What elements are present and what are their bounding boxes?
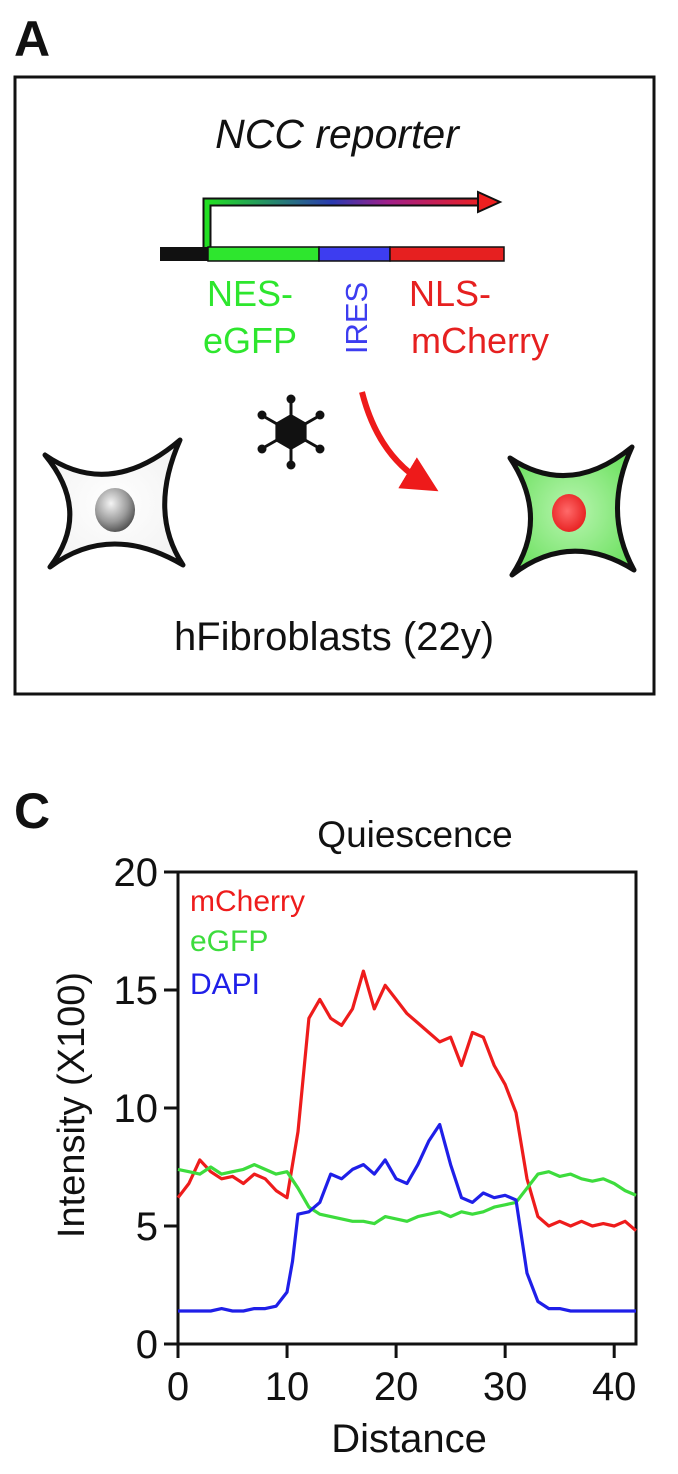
x-tick-label: 20 (374, 1365, 419, 1409)
panel-a-letter: A (14, 11, 50, 67)
legend-egfp: eGFP (190, 925, 268, 958)
transduction-arrow (359, 391, 439, 492)
y-tick-label: 5 (136, 1205, 158, 1249)
x-tick-label: 10 (265, 1365, 310, 1409)
legend-mcherry: mCherry (190, 885, 305, 918)
panel-c: C Quiescence 0 10 20 30 40 0 5 10 15 20 Intensity… (14, 783, 638, 1461)
legend-dapi: DAPI (190, 968, 260, 1001)
y-tick-label: 15 (114, 969, 159, 1013)
y-tick-label: 20 (114, 851, 159, 895)
virus-icon (257, 394, 325, 470)
cell-untransduced-icon (42, 437, 186, 570)
panel-a-frame (13, 75, 656, 696)
label-nls-line1: NLS- (409, 273, 491, 314)
reporter-title: NCC reporter (215, 111, 461, 157)
series-line-mcherry (176, 969, 638, 1232)
plot-area: 0 10 20 30 40 0 5 10 15 20 (114, 851, 638, 1409)
y-tick-label: 0 (136, 1323, 158, 1367)
panel-a: A NCC reporter NES- eGFP IRES NLS- mCher… (13, 11, 656, 696)
cell-reporter-icon (507, 444, 637, 578)
y-tick-label: 10 (114, 1087, 159, 1131)
label-nls-line2: mCherry (411, 320, 549, 361)
label-ires: IRES (339, 282, 374, 354)
x-axis-label: Distance (331, 1417, 487, 1461)
panel-c-letter: C (14, 783, 50, 839)
x-tick-label: 0 (167, 1365, 189, 1409)
label-nes-line1: NES- (207, 273, 293, 314)
series-line-egfp (177, 1163, 637, 1226)
cells-caption: hFibroblasts (22y) (174, 615, 494, 659)
x-tick-label: 30 (483, 1365, 528, 1409)
legend: mCherry eGFP DAPI (190, 885, 305, 1001)
x-tick-label: 40 (592, 1365, 637, 1409)
chart-title: Quiescence (317, 814, 512, 855)
y-axis-label: Intensity (X100) (51, 972, 93, 1238)
promoter-arrow (202, 190, 503, 253)
label-nes-line2: eGFP (203, 320, 297, 361)
construct-bar (160, 246, 505, 262)
series-line-dapi (178, 1122, 636, 1313)
